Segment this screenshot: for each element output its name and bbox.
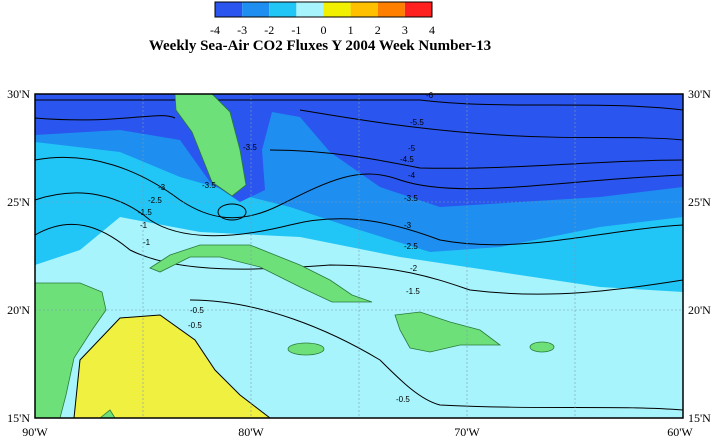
contour-label: -0.5 (396, 395, 410, 404)
lon-label: 70'W (454, 425, 480, 439)
colorbar-tick-label: -3 (237, 23, 247, 37)
land (529, 341, 555, 353)
graticule (35, 94, 683, 418)
contour (34, 223, 684, 295)
contour (189, 299, 684, 411)
colorbar-cell (350, 2, 378, 17)
contour (35, 99, 684, 111)
contour-label: -1.5 (138, 208, 152, 217)
contour-label: -2 (410, 264, 418, 273)
lon-label: 80'W (238, 425, 264, 439)
map-frame (34, 93, 684, 419)
contour-label: -3 (158, 183, 166, 192)
contour-label: -5 (408, 144, 416, 153)
colorbar-tick-label: 2 (375, 23, 381, 37)
lat-label: 20'N (688, 303, 711, 317)
colorbar-tick-label: 4 (429, 23, 435, 37)
lat-label: 15'N (688, 411, 711, 425)
contour (299, 109, 684, 141)
contour-label: -2.5 (148, 196, 162, 205)
colorbar-cell (404, 2, 432, 17)
lat-label: 25'N (7, 195, 30, 209)
colorbar-cell (215, 2, 243, 17)
axis-labels: 30'N 25'N 20'N 15'N 30'N 25'N 20'N 15'N … (7, 87, 711, 439)
contour-label: -0.5 (188, 321, 202, 330)
lat-label: 25'N (688, 195, 711, 209)
map (34, 93, 684, 419)
colorbar-frame (214, 1, 433, 18)
colorbar-tick-label: -2 (264, 23, 274, 37)
colorbar-cell (269, 2, 297, 17)
colorbar-tick-label: 3 (402, 23, 408, 37)
colorbar-cell (323, 2, 351, 17)
contour-labels: -6 -5.5 -5 -4.5 -4 -3.5 -3 -2.5 -2 -1.5 … (138, 91, 434, 404)
colorbar: -4 -3 -2 -1 0 1 2 3 4 (210, 1, 435, 37)
contour (34, 115, 176, 121)
contour-label: -3.5 (202, 181, 216, 190)
colorbar-tick-label: -4 (210, 23, 220, 37)
lon-label: 90'W (22, 425, 48, 439)
contour (34, 156, 684, 219)
contour-label: -1 (143, 238, 151, 247)
contour-label: -1 (140, 221, 148, 230)
land (149, 244, 373, 303)
contour (34, 192, 684, 246)
land (174, 93, 247, 197)
colorbar-cell (296, 2, 324, 17)
lat-label: 20'N (7, 303, 30, 317)
contour (217, 203, 247, 221)
contour-label: -4.5 (400, 155, 414, 164)
contour-label: -4 (408, 171, 416, 180)
land (394, 311, 502, 353)
colorbar-tick-label: 0 (321, 23, 327, 37)
contour-label: -3.5 (243, 143, 257, 152)
contour-label: -1.5 (406, 287, 420, 296)
land (287, 342, 325, 356)
contour-label: -6 (426, 91, 434, 100)
contour-label: -2.5 (404, 242, 418, 251)
colorbar-tick-label: -1 (291, 23, 301, 37)
contour-label: -3 (404, 221, 412, 230)
contour-label: -5.5 (410, 118, 424, 127)
lat-label: 15'N (7, 411, 30, 425)
contour (269, 149, 684, 169)
lat-label: 30'N (7, 87, 30, 101)
map-title: Weekly Sea-Air CO2 Fluxes Y 2004 Week Nu… (149, 38, 491, 54)
contour-label: -0.5 (190, 306, 204, 315)
contour-label: -3.5 (404, 194, 418, 203)
colorbar-cell (242, 2, 270, 17)
colorbar-tick-label: 1 (348, 23, 354, 37)
colorbar-cell (377, 2, 405, 17)
positive-flux-area (73, 314, 272, 419)
lat-label: 30'N (688, 87, 711, 101)
lon-label: 60'W (667, 425, 693, 439)
